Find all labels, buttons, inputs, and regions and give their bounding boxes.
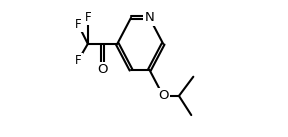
Text: F: F — [84, 11, 91, 24]
Text: F: F — [75, 54, 82, 67]
Text: N: N — [145, 11, 154, 24]
Text: O: O — [98, 63, 108, 76]
Text: F: F — [75, 18, 82, 31]
Text: O: O — [158, 89, 168, 102]
